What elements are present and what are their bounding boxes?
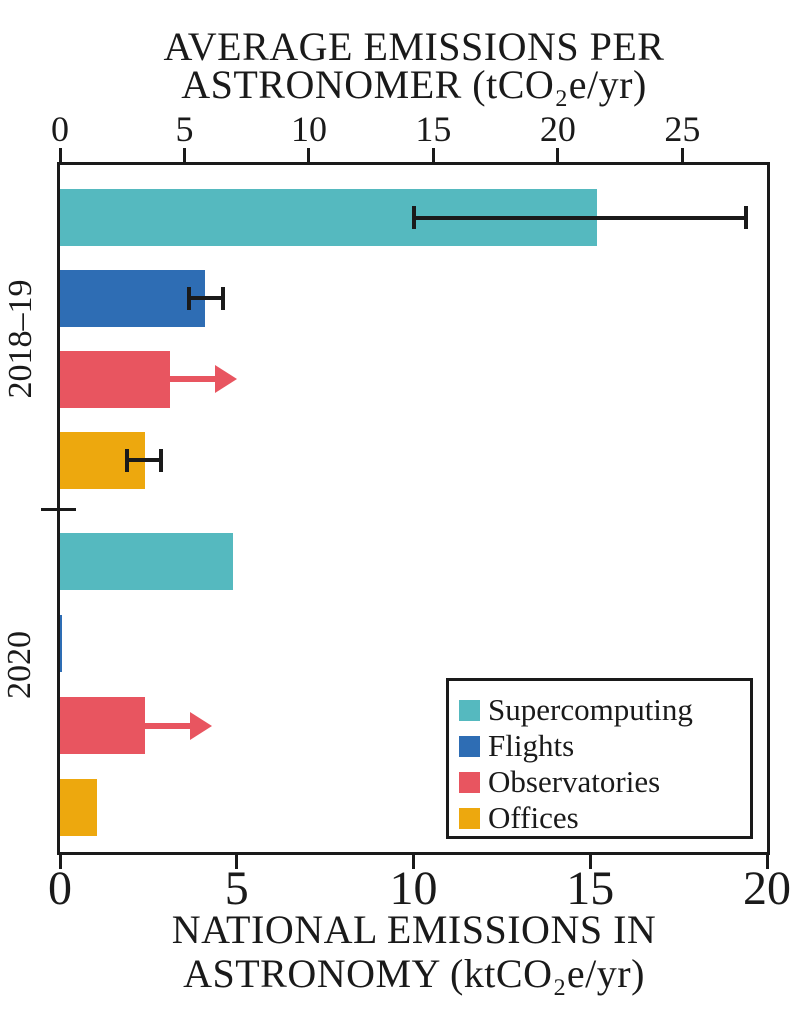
lower-limit-arrow-observatories-2020-shaft (144, 722, 192, 729)
legend-row-flights: Flights (459, 728, 750, 764)
group-divider-tick (41, 508, 76, 511)
legend-swatch-offices (459, 807, 480, 829)
lower-limit-arrow-observatories-2018-19-head (214, 365, 237, 393)
error-bar-supercomputing-2018-19 (413, 215, 746, 220)
top-axis-tick-label-20: 20 (539, 109, 576, 149)
bottom-axis-tick-label-5: 5 (224, 862, 249, 915)
top-axis-tick-20 (556, 148, 560, 162)
legend-row-supercomputing: Supercomputing (459, 692, 750, 728)
error-bar-offices-2018-19 (127, 458, 161, 462)
legend-label-supercomputing: Supercomputing (488, 692, 693, 727)
legend-row-offices: Offices (459, 800, 750, 836)
legend-row-observatories: Observatories (459, 764, 750, 800)
bottom-axis-tick-5 (235, 855, 239, 869)
top-axis-tick-15 (431, 148, 435, 162)
error-bar-flights-2018-19-cap-high (220, 286, 225, 310)
top-axis-title-line1: AVERAGE EMISSIONS PER (163, 24, 665, 69)
bottom-axis-tick-20 (765, 855, 769, 869)
error-bar-flights-2018-19 (189, 296, 223, 300)
bottom-axis-title-line2: ASTRONOMY (ktCO₂e/yr) (183, 951, 645, 996)
top-axis-title-line2: ASTRONOMER (tCO₂e/yr) (181, 62, 647, 107)
top-axis-tick-25 (680, 148, 684, 162)
bottom-axis-tick-15 (588, 855, 592, 869)
top-axis-tick-5 (182, 148, 186, 162)
bottom-axis-tick-label-10: 10 (389, 862, 438, 915)
top-axis-tick-label-15: 15 (415, 109, 452, 149)
y-axis-group-label-2020: 2020 (1, 631, 38, 699)
bar-offices-2020 (60, 779, 98, 836)
top-axis-tick-0 (58, 148, 62, 162)
error-bar-flights-2018-19-cap-low (187, 286, 192, 310)
legend-label-flights: Flights (488, 728, 575, 763)
error-bar-offices-2018-19-cap-low (125, 448, 130, 472)
bottom-axis-tick-10 (412, 855, 415, 869)
bottom-axis-tick-0 (58, 855, 62, 869)
top-axis-tick-label-5: 5 (175, 109, 194, 149)
error-bar-supercomputing-2018-19-cap-high (743, 206, 748, 229)
bar-flights-2018-19 (60, 269, 205, 327)
legend-swatch-supercomputing (459, 699, 480, 721)
top-axis-title: AVERAGE EMISSIONS PER ASTRONOMER (tCO₂e/… (59, 24, 769, 107)
top-axis-tick-label-10: 10 (290, 109, 327, 149)
lower-limit-arrow-observatories-2020-head (190, 711, 212, 740)
bottom-axis-tick-label-20: 20 (743, 862, 791, 915)
legend-label-observatories: Observatories (488, 764, 661, 799)
lower-limit-arrow-observatories-2018-19-shaft (169, 376, 217, 382)
bars-layer (60, 165, 767, 852)
legend-swatch-flights (459, 735, 480, 757)
bottom-axis-tick-label-0: 0 (48, 862, 72, 915)
error-bar-offices-2018-19-cap-high (158, 448, 163, 472)
legend: Supercomputing Flights Observatories Off… (446, 678, 753, 839)
legend-label-offices: Offices (488, 800, 579, 835)
legend-swatch-observatories (459, 771, 480, 793)
bar-observatories-2020 (60, 697, 145, 754)
bottom-axis-title-line1: NATIONAL EMISSIONS IN (171, 907, 657, 952)
bar-supercomputing-2020 (60, 533, 234, 590)
bar-observatories-2018-19 (60, 350, 170, 408)
bottom-axis-tick-label-15: 15 (566, 862, 615, 915)
error-bar-supercomputing-2018-19-cap-low (411, 206, 416, 229)
bottom-axis-title: NATIONAL EMISSIONS IN ASTRONOMY (ktCO₂e/… (59, 908, 769, 996)
top-axis-tick-label-25: 25 (664, 109, 701, 149)
bar-flights-2020 (60, 614, 62, 672)
y-axis-group-label-2018-19: 2018–19 (2, 279, 39, 399)
top-axis-tick-10 (307, 148, 311, 162)
top-axis-tick-label-0: 0 (51, 109, 69, 149)
